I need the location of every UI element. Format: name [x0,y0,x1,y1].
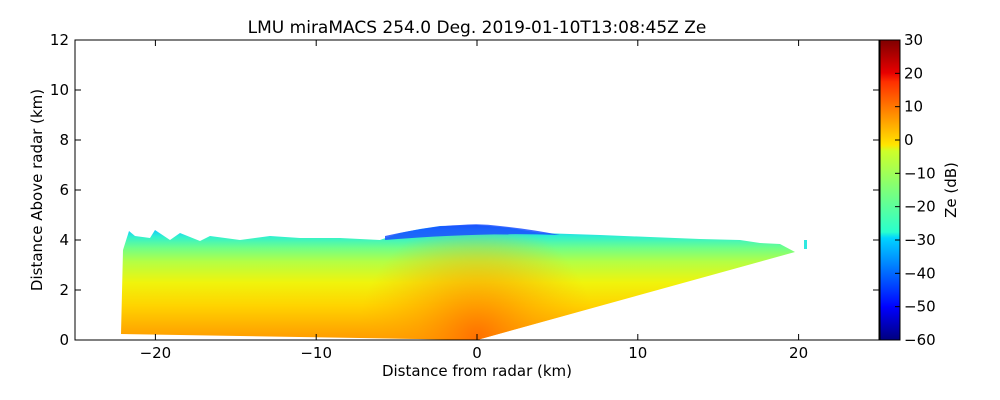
colorbar-tick-label: 30 [904,31,923,49]
colorbar-tick-label: −40 [904,264,936,282]
isolated-echo [804,240,807,249]
y-tick-label: 2 [59,281,69,299]
colorbar-frame [879,39,901,341]
reflectivity-core [121,225,795,340]
colorbar-label: Ze (dB) [942,162,960,218]
x-tick-label: −10 [300,344,332,362]
x-tick-label: 20 [789,344,808,362]
cloud-top-cap [385,224,560,240]
y-tick-label: 6 [59,181,69,199]
chart-title: LMU miraMACS 254.0 Deg. 2019-01-10T13:08… [248,18,707,38]
colorbar-tick-label: 10 [904,98,923,116]
y-tick-label: 0 [59,331,69,349]
colorbar-tick-label: 0 [904,131,914,149]
colorbar-tick-label: 20 [904,64,923,82]
y-tick-label: 8 [59,131,69,149]
colorbar-tick-label: −50 [904,298,936,316]
x-axis: −20 −10 0 10 20 [140,40,808,362]
y-tick-label: 4 [59,231,69,249]
colorbar-ticks: 30 20 10 0 −10 −20 −30 −40 −50 −60 [895,31,936,349]
colorbar-tick-label: −20 [904,198,936,216]
y-axis: 0 2 4 6 8 10 12 [50,31,879,349]
x-tick-label: 10 [628,344,647,362]
x-axis-label: Distance from radar (km) [382,362,572,380]
colorbar [880,40,900,340]
x-tick-label: −20 [140,344,172,362]
y-axis-label: Distance Above radar (km) [28,89,46,291]
y-tick-label: 10 [50,81,69,99]
colorbar-tick-label: −10 [904,164,936,182]
echo-region [121,224,807,340]
x-tick-label: 0 [472,344,482,362]
colorbar-tick-label: −30 [904,231,936,249]
colorbar-tick-label: −60 [904,331,936,349]
y-tick-label: 12 [50,31,69,49]
